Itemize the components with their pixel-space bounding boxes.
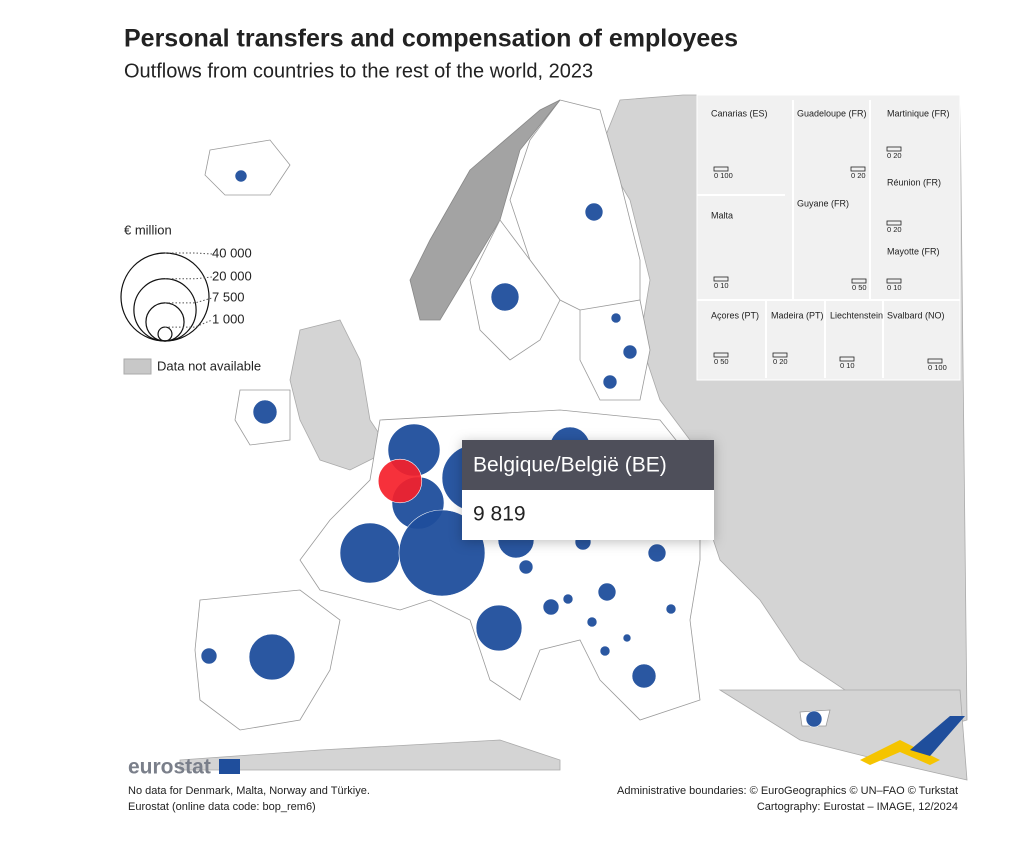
bubble	[665, 603, 677, 615]
title: Personal transfers and compensation of e…	[124, 25, 738, 53]
scale-label: 0 10	[887, 283, 902, 292]
bubble	[622, 633, 632, 643]
no-data-swatch	[123, 358, 152, 375]
bubble	[339, 522, 401, 584]
inset-panel	[696, 94, 961, 381]
bubble	[599, 645, 611, 657]
logo: eurostat	[128, 756, 211, 779]
scale-label: 0 50	[714, 357, 729, 366]
scale-bar	[886, 278, 902, 284]
scale-bar	[850, 166, 866, 172]
bubble	[597, 582, 617, 602]
no-data-label: Data not available	[157, 358, 261, 373]
scale-label: 0 10	[714, 281, 729, 290]
bubble	[490, 282, 520, 312]
bubble	[200, 647, 218, 665]
inset-label: Réunion (FR)	[887, 177, 941, 187]
legend-label: 20 000	[212, 268, 252, 283]
footnote: No data for Denmark, Malta, Norway and T…	[128, 785, 370, 797]
bubble	[622, 344, 638, 360]
legend-label: 40 000	[212, 245, 252, 260]
scale-bar	[772, 352, 788, 358]
inset-label: Svalbard (NO)	[887, 310, 945, 320]
scale-bar	[839, 356, 855, 362]
bubble	[586, 616, 598, 628]
footnote: Eurostat (online data code: bop_rem6)	[128, 801, 316, 813]
scale-bar	[851, 278, 867, 284]
bubble	[562, 593, 574, 605]
insets: Canarias (ES) 0 100 Guadeloupe (FR) 0 20 Mar…	[697, 100, 960, 378]
scale-label: 0 20	[851, 171, 866, 180]
scale-label: 0 20	[887, 151, 902, 160]
scale-label: 0 50	[852, 283, 867, 292]
legend-leader	[165, 319, 213, 328]
bubble	[647, 543, 667, 563]
tooltip-name: Belgique/België (BE)	[473, 454, 667, 477]
tooltip-value: 9 819	[473, 503, 526, 526]
legend-leader	[165, 297, 213, 304]
scale-label: 0 100	[714, 171, 733, 180]
inset-label: Mayotte (FR)	[887, 246, 940, 256]
inset-label: Canarias (ES)	[711, 108, 768, 118]
scale-bar	[886, 220, 902, 226]
scale-bar	[713, 352, 729, 358]
scale-bar	[713, 166, 729, 172]
bubble	[602, 374, 618, 390]
bubble	[610, 312, 622, 324]
inset-label: Malta	[711, 210, 733, 220]
legend: 40 000 20 000 7 500 1 000	[120, 245, 252, 342]
eu-flag	[219, 759, 240, 774]
bubble	[252, 399, 278, 425]
bubble-highlight	[377, 458, 423, 504]
tooltip: Belgique/België (BE) 9 819	[462, 440, 714, 540]
subtitle: Outflows from countries to the rest of t…	[124, 60, 593, 82]
scale-label: 0 20	[773, 357, 788, 366]
bubble	[542, 598, 560, 616]
footnotes: No data for Denmark, Malta, Norway and T…	[128, 785, 958, 813]
credit: Administrative boundaries: © EuroGeograp…	[617, 785, 958, 797]
inset-label: Açores (PT)	[711, 310, 759, 320]
inset-label: Madeira (PT)	[771, 310, 824, 320]
scale-bar	[886, 146, 902, 152]
scale-bar	[927, 358, 943, 364]
bubble	[631, 663, 657, 689]
inset-label: Guadeloupe (FR)	[797, 108, 867, 118]
legend-circle	[145, 302, 185, 342]
scale-label: 0 10	[840, 361, 855, 370]
bubble	[248, 633, 296, 681]
inset-label: Martinique (FR)	[887, 108, 950, 118]
bubble	[518, 559, 534, 575]
inset-label: Guyane (FR)	[797, 198, 849, 208]
bubble	[584, 202, 604, 222]
scale-label: 0 20	[887, 225, 902, 234]
bubble	[475, 604, 523, 652]
bubble	[805, 710, 823, 728]
legend-label: 1 000	[212, 311, 245, 326]
scale-label: 0 100	[928, 363, 947, 372]
legend-label: 7 500	[212, 289, 245, 304]
legend-circle	[120, 252, 210, 342]
credit: Cartography: Eurostat – IMAGE, 12/2024	[757, 801, 958, 813]
inset-label: Liechtenstein	[830, 310, 883, 320]
legend-title: € million	[124, 222, 172, 237]
bubble	[234, 169, 248, 183]
legend-circle	[133, 278, 197, 342]
scale-bar	[713, 276, 729, 282]
legend-circle	[157, 326, 173, 342]
